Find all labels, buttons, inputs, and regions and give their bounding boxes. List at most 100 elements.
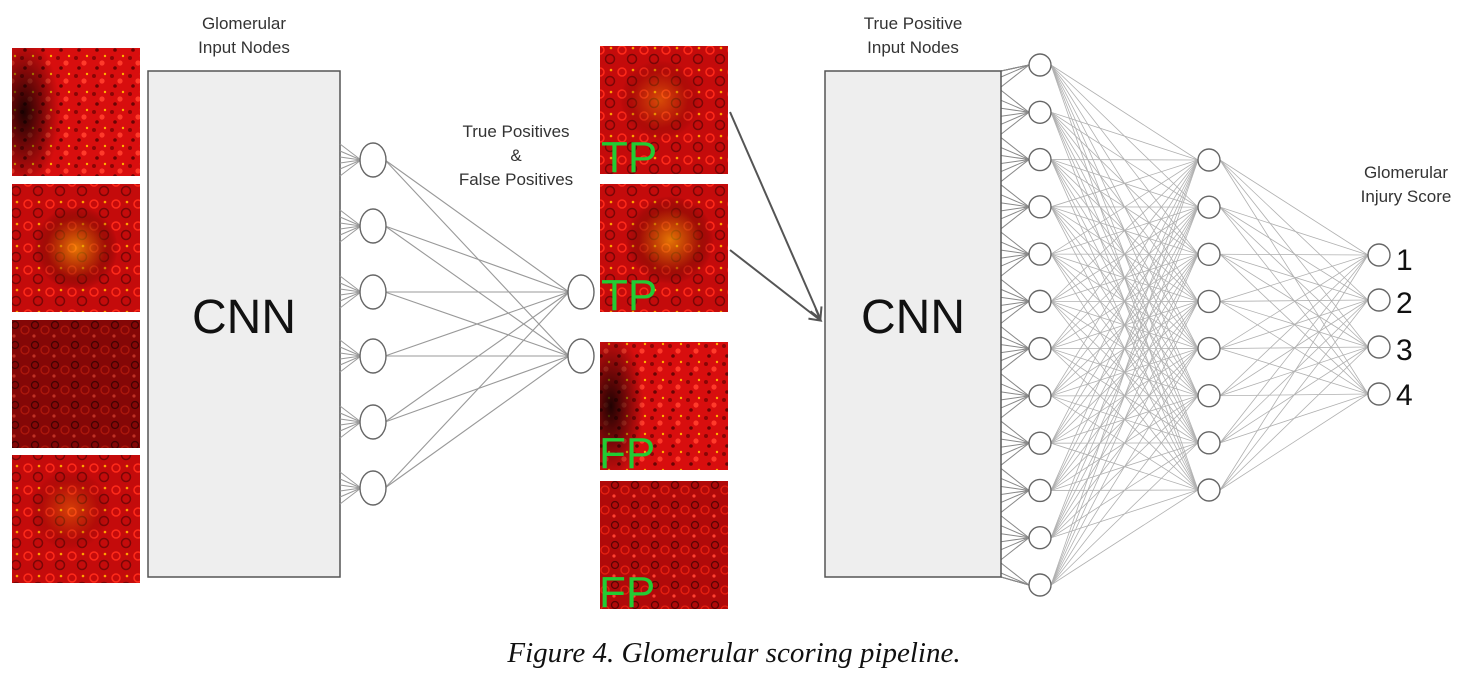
fan-edge-right [1000,194,1030,208]
fan-edge-left [339,225,362,243]
score-3: 3 [1396,334,1413,367]
fan-edge-right [1000,525,1030,539]
input-image-1 [12,48,140,176]
fan-edge-left [339,159,362,170]
fan-edge-right [1000,490,1030,513]
node-right-hidden-1 [1028,431,1052,455]
fan-edge-right [1000,442,1030,456]
fan-edge-right [1000,206,1030,220]
node-left-output [567,274,595,310]
node-left-hidden [359,404,387,440]
edge-right-2 [1219,346,1369,491]
arrow-icon-1 [729,111,820,318]
fan-edge-right [1000,206,1030,212]
fan-edge-right [1000,300,1030,324]
edges-hidden1-to-hidden2 [1050,64,1199,586]
edge-right-1 [1050,348,1199,586]
fan-edge-left [339,143,362,161]
edge-right-1 [1050,64,1199,161]
node-left-output [567,338,595,374]
node-right-hidden-2 [1197,195,1221,219]
fan-edge-left [339,339,362,357]
fan-edge-right [1000,241,1030,255]
node-right-hidden-2 [1197,289,1221,314]
fan-edge-left [339,421,362,432]
fan-edge-right [1000,296,1030,302]
edge-right-2 [1219,299,1369,491]
fan-edge-right [1000,468,1030,491]
fan-edge-right [1000,111,1030,117]
cnn-label-right: CNN [861,291,965,344]
fan-edge-right [1000,395,1030,409]
classified-image-4: FP [599,481,728,617]
edge-right-1 [1050,301,1199,586]
edge-left [384,291,570,489]
fan-edge-right [1000,485,1030,491]
node-right-hidden-1 [1028,100,1052,124]
fan-edge-right [1000,326,1030,350]
fan-edge-right [1000,64,1030,72]
fan-edge-right [1000,147,1030,161]
fan-edge-right [1000,395,1030,419]
node-right-hidden-1 [1028,147,1052,172]
fan-edge-left [339,346,362,357]
fan-edge-left [339,405,362,423]
score-output-layer [1367,243,1391,406]
node-score-output [1367,288,1391,312]
node-left-hidden [359,142,387,178]
fan-edge-right [1000,137,1030,160]
fan-edge-right [1000,420,1030,444]
node-right-hidden-1 [1028,336,1052,361]
fan-edge-left [339,478,362,489]
fan-edge-left [339,222,362,227]
node-right-hidden-1 [1028,195,1052,219]
edge-right-2 [1219,206,1369,301]
edge-right-1 [1050,111,1199,161]
cnn-box-left [147,70,341,578]
image-tag-3: FP [599,429,655,478]
edge-right-1 [1050,254,1199,586]
edge-left [384,355,570,489]
input-images [12,48,140,583]
fan-edge-left [339,484,362,489]
left-output-layer [567,274,595,374]
edges-nodes-to-outputs [384,159,570,489]
edge-right-1 [1050,489,1199,586]
node-right-hidden-2 [1197,148,1221,172]
input-image-2 [12,184,140,312]
fan-edge-right [1000,572,1030,586]
edge-right-2 [1219,299,1369,349]
edge-right-2 [1219,159,1369,256]
left-hidden-layer [359,142,387,506]
fan-edge-left [339,355,362,366]
edge-right-2 [1219,254,1369,444]
fan-edge-right [1000,477,1030,491]
true-positive-input-label-line1: True Positive [864,14,963,33]
fan-edge-right [1000,336,1030,350]
node-left-hidden [359,338,387,374]
node-right-hidden-1 [1028,53,1052,77]
edge-right-1 [1050,159,1199,302]
edge-left [384,291,570,423]
node-left-hidden [359,208,387,244]
fan-edge-right [1000,249,1030,255]
edge-right-2 [1219,253,1369,256]
classified-images: TP TP FP FP [599,46,728,617]
fan-edge-right [1000,253,1030,259]
glomerular-input-label-line2: Input Nodes [198,38,290,57]
fan-edge-left [339,421,362,439]
fan-edge-left [339,291,362,309]
fan-edge-left [339,421,362,426]
edge-left [384,159,570,293]
node-right-hidden-2 [1197,336,1221,361]
edges-hidden2-to-scores [1219,159,1369,491]
edge-right-1 [1050,159,1199,255]
node-right-hidden-2 [1197,242,1221,266]
fan-edge-left [339,418,362,423]
fan-edge-right [1000,344,1030,350]
edge-right-1 [1050,159,1199,208]
edge-left [384,225,570,357]
fan-edge-left [339,225,362,230]
fan-edge-right [1000,64,1030,88]
